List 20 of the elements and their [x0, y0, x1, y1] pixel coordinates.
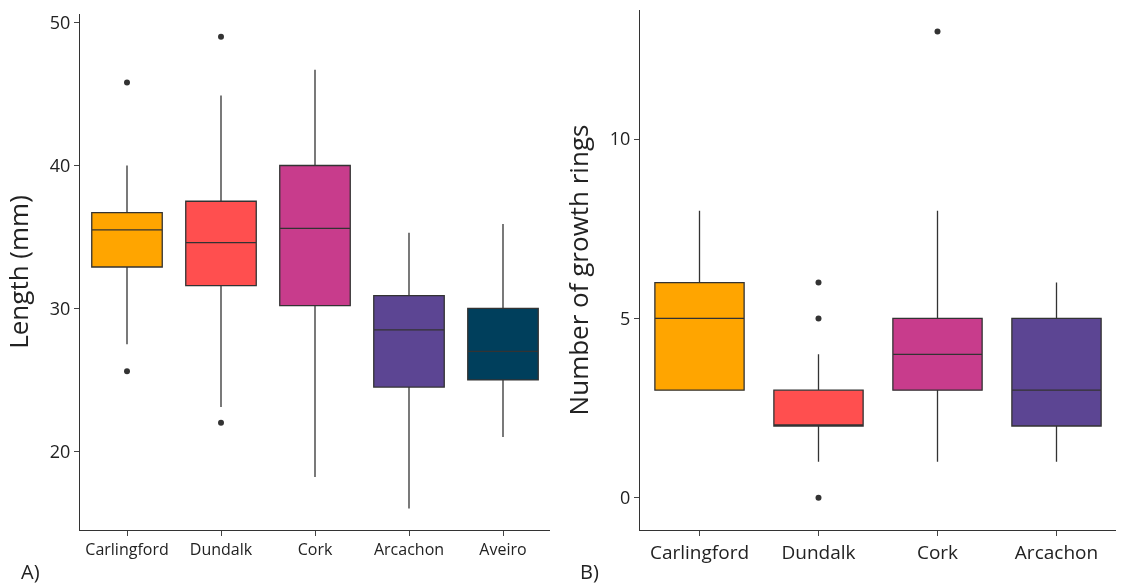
- y-tick-label: 20: [49, 438, 71, 463]
- x-tick-label: Cork: [297, 538, 333, 561]
- x-tick-label: Cork: [916, 538, 959, 565]
- y-axis-title: Number of growth rings: [560, 124, 596, 416]
- x-tick-label: Carlingford: [649, 538, 750, 565]
- text: B): [580, 558, 599, 585]
- y-tick-label: 10: [609, 126, 631, 151]
- text: A): [21, 558, 40, 585]
- x-tick-label: Dundalk: [781, 538, 856, 565]
- y-axis-title: Length (mm): [0, 195, 36, 349]
- y-tick-label: 50: [49, 9, 71, 34]
- y-tick-label: 30: [49, 295, 71, 320]
- x-tick-label: Carlingford: [85, 538, 169, 561]
- x-tick-label: Arcachon: [373, 538, 445, 561]
- y-tick-label: 0: [620, 485, 631, 510]
- x-tick-label: Dundalk: [189, 538, 253, 561]
- y-tick-label: 5: [620, 305, 631, 330]
- x-tick-label: Arcachon: [1014, 538, 1099, 565]
- x-tick-label: Aveiro: [479, 538, 527, 561]
- y-tick-label: 40: [49, 152, 71, 177]
